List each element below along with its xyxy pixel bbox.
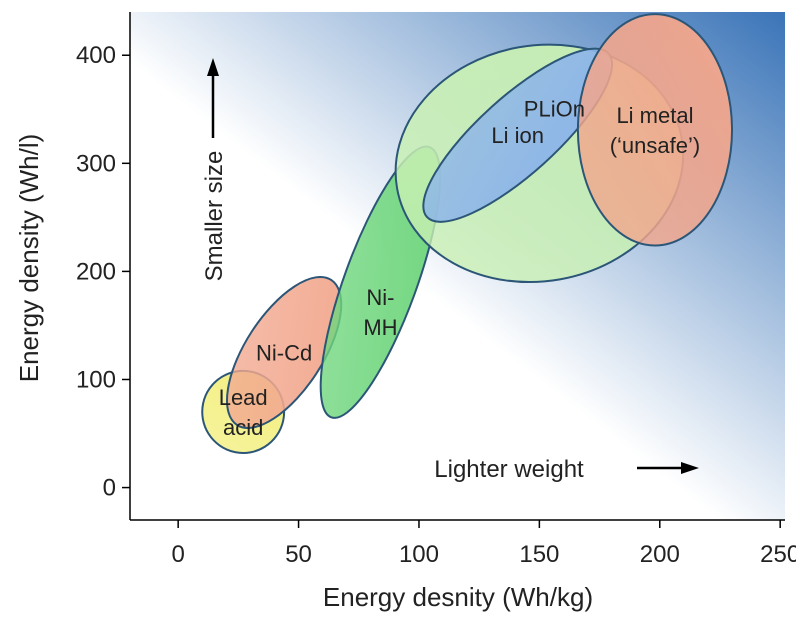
region-label: Lead xyxy=(219,385,268,410)
region-label: (‘unsafe’) xyxy=(610,133,700,158)
region-label: MH xyxy=(363,315,397,340)
region-label: Ni- xyxy=(366,285,394,310)
region-label: Li metal xyxy=(616,103,693,128)
axes xyxy=(129,12,785,521)
y-tick-label: 300 xyxy=(76,150,116,177)
region-ellipse xyxy=(576,13,734,247)
x-axis-title: Energy desnity (Wh/kg) xyxy=(323,582,593,612)
region-label: Ni-Cd xyxy=(256,340,312,365)
x-tick-label: 50 xyxy=(285,541,312,568)
x-tick-label: 250 xyxy=(760,541,796,568)
x-tick-label: 150 xyxy=(519,541,559,568)
lighter-weight-label-bg xyxy=(405,450,613,486)
x-tick-label: 100 xyxy=(399,541,439,568)
region-label: acid xyxy=(223,415,263,440)
y-axis-title: Energy density (Wh/l) xyxy=(14,134,44,383)
y-tick-label: 100 xyxy=(76,366,116,393)
smaller-size-label: Smaller size xyxy=(201,151,228,282)
lighter-weight-label: Lighter weight xyxy=(434,456,584,483)
y-tick-label: 0 xyxy=(103,475,116,502)
region-label: Li ion xyxy=(491,123,544,148)
x-tick-label: 200 xyxy=(640,541,680,568)
ticks: 0 50 100 150 200 250 0 100 200 300 400 xyxy=(76,42,796,568)
right-arrow-icon xyxy=(681,462,699,474)
region-ellipse xyxy=(226,275,343,429)
y-tick-label: 400 xyxy=(76,42,116,69)
region-label: PLiOn xyxy=(524,96,585,121)
y-tick-label: 200 xyxy=(76,258,116,285)
x-tick-label: 0 xyxy=(171,541,184,568)
up-arrow-icon xyxy=(207,58,219,76)
